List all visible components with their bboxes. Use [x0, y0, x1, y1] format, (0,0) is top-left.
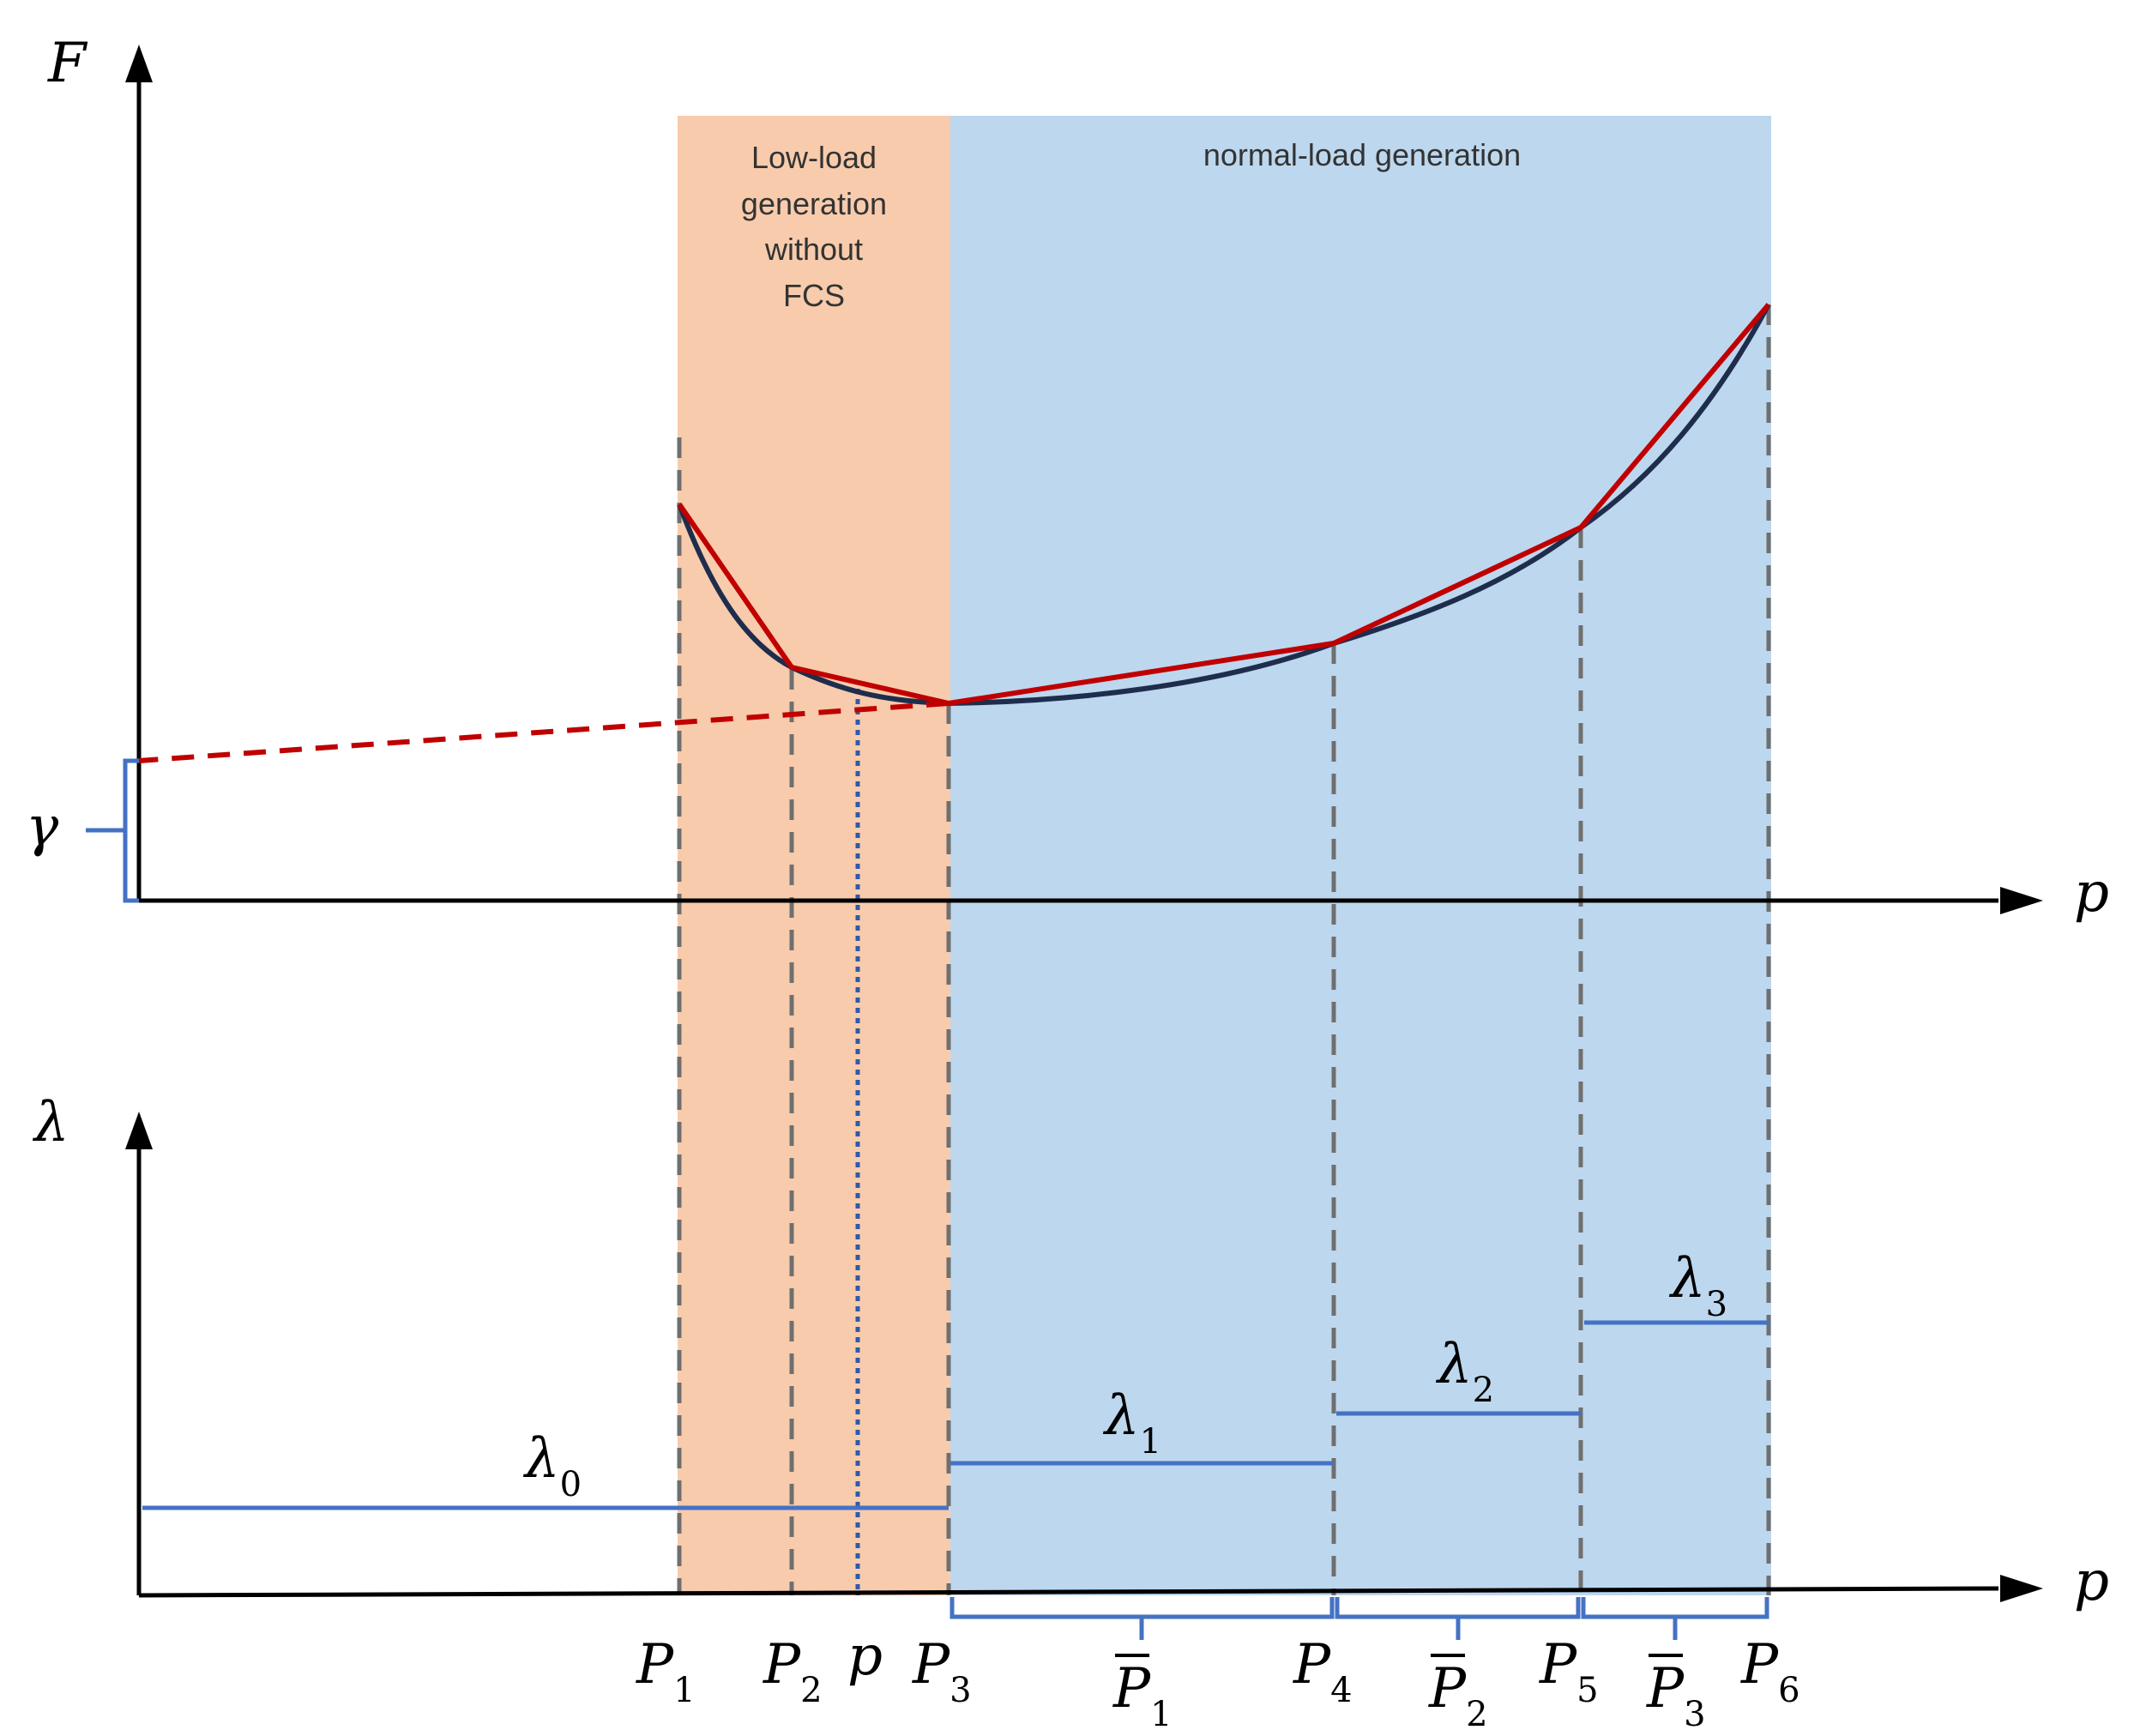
low-load-label-line-1: Low-load — [751, 140, 877, 175]
segment-width-3: P3 — [1646, 1657, 1706, 1734]
breakpoint-p2: P2 — [763, 1633, 823, 1710]
bottom-x-axis — [138, 1586, 1999, 1598]
bottom-x-label: p — [2074, 1550, 2109, 1613]
breakpoint-p1: P1 — [636, 1633, 696, 1710]
breakpoint-p5: P5 — [1539, 1633, 1599, 1710]
bracket-seg-3 — [1581, 1597, 1769, 1640]
low-load-label-line-3: without — [764, 232, 863, 267]
linearization-extension — [138, 701, 949, 763]
top-y-arrow — [125, 45, 153, 82]
slope-label-2: λ2 — [1435, 1333, 1494, 1410]
bottom-y-arrow — [125, 1112, 153, 1149]
guide-lines — [677, 304, 1771, 1595]
top-y-label: F — [47, 32, 88, 95]
gamma-bracket — [86, 758, 139, 903]
bottom-y-label: λ — [32, 1091, 69, 1154]
bottom-x-arrow — [2000, 1575, 2043, 1602]
slope-label-0: λ0 — [522, 1427, 582, 1504]
breakpoint-p3: P3 — [912, 1633, 972, 1710]
segment-width-2: P2 — [1428, 1657, 1488, 1734]
top-x-label: p — [2074, 861, 2109, 925]
normal-load-region — [950, 116, 1771, 1595]
bracket-seg-2 — [1335, 1597, 1581, 1640]
top-x-arrow — [2000, 887, 2043, 914]
segment-width-1: P1 — [1112, 1657, 1172, 1734]
breakpoint-p4: P4 — [1293, 1633, 1353, 1710]
slope-label-1: λ1 — [1102, 1384, 1161, 1462]
normal-load-label: normal-load generation — [1203, 137, 1521, 172]
slope-steps — [142, 1320, 1769, 1510]
low-load-region — [678, 116, 950, 1595]
slope-label-3: λ3 — [1668, 1247, 1727, 1324]
linearization — [677, 303, 1771, 707]
gamma-label: γ — [26, 795, 59, 859]
p-marker-label: p — [847, 1624, 883, 1688]
low-load-label-line-2: generation — [741, 186, 887, 221]
segment-width-labels: P1 P2 P3 — [1112, 1654, 1706, 1734]
segment-brackets — [949, 1597, 1769, 1640]
breakpoint-p6: P6 — [1740, 1633, 1800, 1710]
low-load-label-line-4: FCS — [783, 278, 845, 313]
bracket-seg-1 — [949, 1597, 1335, 1640]
